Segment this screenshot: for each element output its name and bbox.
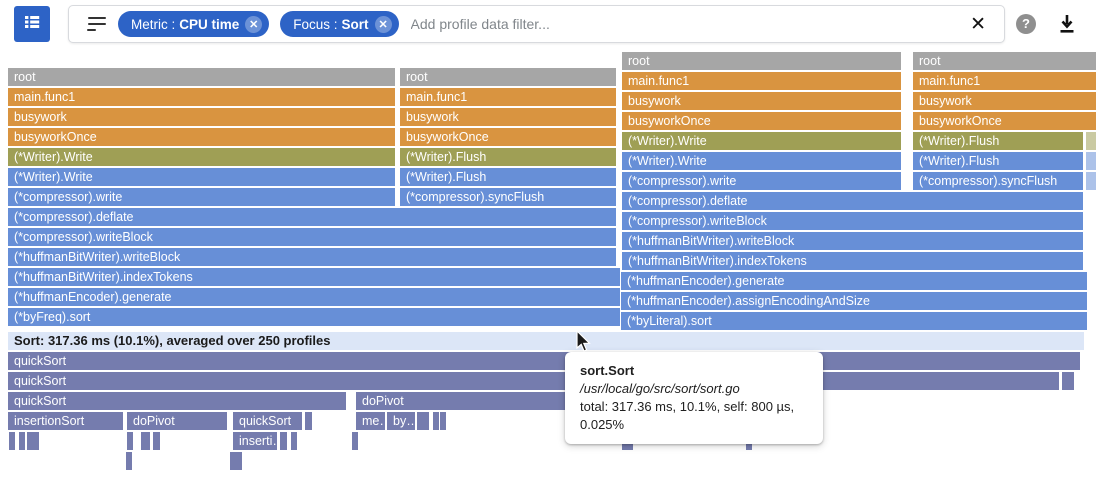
flame-block[interactable]: quickSort xyxy=(233,412,302,430)
view-list-icon xyxy=(22,12,42,37)
clear-filters-icon[interactable]: ✕ xyxy=(970,14,986,35)
flame-block[interactable]: busywork xyxy=(400,108,616,126)
flame-block[interactable]: (*huffmanEncoder).assignEncodingAndSize xyxy=(621,292,1087,310)
chip-prefix: Focus : xyxy=(293,16,338,32)
flame-block[interactable]: quickSort xyxy=(8,352,1080,370)
tooltip-function-name: sort.Sort xyxy=(580,363,635,378)
flame-block[interactable]: busyworkOnce xyxy=(913,112,1096,130)
flame-block[interactable]: main.func1 xyxy=(913,72,1096,90)
flame-block[interactable]: busywork xyxy=(622,92,901,110)
flame-fragment[interactable] xyxy=(280,432,287,450)
flame-fragment[interactable] xyxy=(1086,172,1096,190)
chip-prefix: Metric : xyxy=(131,16,176,32)
flame-block[interactable]: doPivot xyxy=(356,392,620,410)
flame-fragment[interactable] xyxy=(9,432,15,450)
flame-block[interactable]: (*huffmanBitWriter).writeBlock xyxy=(622,232,1083,250)
flame-block[interactable]: (*huffmanEncoder).generate xyxy=(621,272,1087,290)
flame-block[interactable]: busyworkOnce xyxy=(400,128,616,146)
flame-block[interactable]: (*compressor).syncFlush xyxy=(913,172,1083,190)
flame-fragment[interactable] xyxy=(440,412,446,430)
flame-fragment[interactable] xyxy=(305,412,312,430)
flame-fragment[interactable] xyxy=(127,432,133,450)
flame-block[interactable]: (*huffmanBitWriter).writeBlock xyxy=(8,248,616,266)
flame-block[interactable]: (*byLiteral).sort xyxy=(621,312,1087,330)
filter-chip-metric[interactable]: Metric : CPU time ✕ xyxy=(118,11,270,37)
flame-block[interactable]: (*huffmanEncoder).generate xyxy=(8,288,620,306)
flame-block[interactable]: (*compressor).write xyxy=(8,188,395,206)
flame-block[interactable]: (*Writer).Write xyxy=(622,152,901,170)
flame-block[interactable]: me… xyxy=(356,412,385,430)
flame-block[interactable]: (*Writer).Write xyxy=(8,168,395,186)
flame-block[interactable]: root xyxy=(913,52,1096,70)
profile-filter-bar: Metric : CPU time ✕ Focus : Sort ✕ ✕ xyxy=(68,5,1005,43)
flame-block[interactable]: quickSort xyxy=(8,392,346,410)
flame-fragment[interactable] xyxy=(230,452,236,470)
flame-block[interactable]: (*Writer).Flush xyxy=(913,152,1083,170)
flame-fragment[interactable] xyxy=(141,432,150,450)
download-icon[interactable] xyxy=(1054,11,1080,37)
menu-button[interactable] xyxy=(14,6,50,42)
flame-block[interactable]: (*huffmanBitWriter).indexTokens xyxy=(622,252,1083,270)
flame-block[interactable]: busywork xyxy=(8,108,395,126)
flame-block[interactable]: inserti… xyxy=(233,432,277,450)
flame-fragment[interactable] xyxy=(236,452,242,470)
tooltip-stats: total: 317.36 ms, 10.1%, self: 800 µs, 0… xyxy=(580,399,795,432)
flame-block[interactable]: (*Writer).Flush xyxy=(400,148,616,166)
help-icon[interactable]: ? xyxy=(1016,14,1036,34)
chip-value: Sort xyxy=(341,16,369,32)
flame-block[interactable]: root xyxy=(8,68,395,86)
filter-chip-focus[interactable]: Focus : Sort ✕ xyxy=(280,11,399,37)
flame-fragment[interactable] xyxy=(19,432,25,450)
flame-block[interactable]: (*compressor).writeBlock xyxy=(8,228,616,246)
flame-fragment[interactable] xyxy=(153,432,160,450)
chip-value: CPU time xyxy=(179,16,240,32)
flame-block[interactable]: busyworkOnce xyxy=(8,128,395,146)
flame-block[interactable]: busywork xyxy=(913,92,1096,110)
flame-block[interactable]: (*compressor).write xyxy=(622,172,901,190)
flame-fragment[interactable] xyxy=(291,432,297,450)
flame-fragment[interactable] xyxy=(27,432,33,450)
selected-node-band[interactable]: Sort: 317.36 ms (10.1%), averaged over 2… xyxy=(8,332,1084,350)
flame-block[interactable]: (*Writer).Write xyxy=(8,148,395,166)
flame-block[interactable]: (*compressor).deflate xyxy=(8,208,616,226)
node-tooltip: sort.Sort /usr/local/go/src/sort/sort.go… xyxy=(565,352,823,444)
flame-block[interactable]: by… xyxy=(387,412,415,430)
flame-fragment[interactable] xyxy=(417,412,429,430)
cancel-icon[interactable]: ✕ xyxy=(245,15,263,33)
mouse-cursor-icon xyxy=(575,329,593,359)
flame-block[interactable]: (*compressor).syncFlush xyxy=(400,188,616,206)
flame-block[interactable]: (*Writer).Flush xyxy=(400,168,616,186)
flame-block[interactable]: main.func1 xyxy=(400,88,616,106)
flame-block[interactable]: (*byFreq).sort xyxy=(8,308,620,326)
flame-block[interactable]: root xyxy=(622,52,901,70)
filter-input[interactable] xyxy=(410,16,1004,32)
flame-block[interactable]: root xyxy=(400,68,616,86)
flame-block[interactable]: busyworkOnce xyxy=(622,112,901,130)
flame-fragment[interactable] xyxy=(33,432,39,450)
flame-block[interactable]: quickSort xyxy=(8,372,1059,390)
flame-fragment[interactable] xyxy=(1086,132,1096,150)
flame-fragment[interactable] xyxy=(126,452,132,470)
flame-block[interactable]: main.func1 xyxy=(8,88,395,106)
flame-block[interactable]: (*huffmanBitWriter).indexTokens xyxy=(8,268,620,286)
flame-fragment[interactable] xyxy=(352,432,358,450)
flame-block[interactable]: insertionSort xyxy=(8,412,123,430)
flame-fragment[interactable] xyxy=(1086,152,1096,170)
flame-block[interactable]: (*Writer).Flush xyxy=(913,132,1083,150)
flame-block[interactable]: main.func1 xyxy=(622,72,901,90)
flame-fragment[interactable] xyxy=(433,412,439,430)
flame-block[interactable]: (*compressor).writeBlock xyxy=(622,212,1083,230)
tooltip-source-file: /usr/local/go/src/sort/sort.go xyxy=(580,381,740,396)
flame-fragment[interactable] xyxy=(1062,372,1074,390)
filter-list-icon xyxy=(87,17,107,31)
flame-block[interactable]: (*Writer).Write xyxy=(622,132,901,150)
cancel-icon[interactable]: ✕ xyxy=(374,15,392,33)
flame-block[interactable]: doPivot xyxy=(127,412,227,430)
flame-block[interactable]: (*compressor).deflate xyxy=(622,192,1083,210)
